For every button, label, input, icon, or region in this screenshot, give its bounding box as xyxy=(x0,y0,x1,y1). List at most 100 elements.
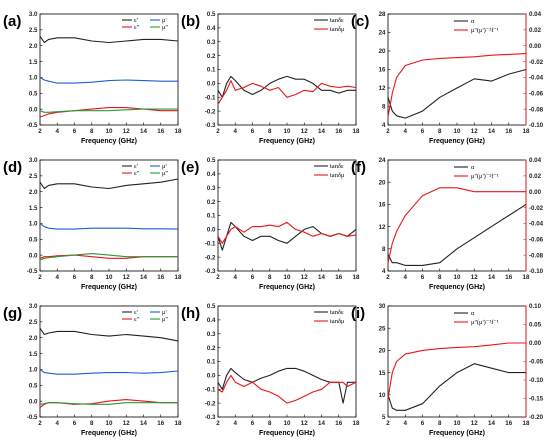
y2-tick-label: -0.05 xyxy=(529,359,544,366)
y2-tick-label: -0.06 xyxy=(529,236,544,243)
y-tick-label: -0.3 xyxy=(205,122,216,129)
x-tick-label: 16 xyxy=(157,274,164,281)
x-tick-label: 16 xyxy=(157,128,164,135)
plot-frame xyxy=(387,305,527,418)
x-tick-label: 10 xyxy=(106,274,113,281)
y-tick-label: 0.0 xyxy=(207,227,216,234)
y-tick-label: -0.1 xyxy=(205,240,216,247)
panel-letter: (h) xyxy=(181,305,200,322)
y-tick-label: 0.0 xyxy=(29,106,38,113)
panel-b: (b) 2 4 6 8 10 12 14 16 18 Frequency (GHz) -0.3 -0.2… xyxy=(181,11,360,145)
y-tick-label: 0.3 xyxy=(207,331,216,338)
x-tick-label: 10 xyxy=(454,128,461,135)
y-tick-label: 1.5 xyxy=(29,351,38,358)
y-tick-label: 28 xyxy=(379,11,386,18)
legend-label: tanδε xyxy=(330,163,344,170)
y-tick-label: 0.5 xyxy=(207,11,216,18)
y2-tick-label: -0.10 xyxy=(529,122,544,129)
x-tick-label: 12 xyxy=(471,274,478,281)
x-tick-label: 2 xyxy=(386,420,390,427)
panel-letter: (g) xyxy=(3,305,22,322)
y2-tick-label: -0.02 xyxy=(529,59,544,66)
x-tick-label: 2 xyxy=(38,420,42,427)
y-tick-label: 0.0 xyxy=(207,373,216,380)
legend-label: tanδε xyxy=(330,17,344,24)
y-tick-label: 0.1 xyxy=(207,213,216,220)
x-tick-label: 6 xyxy=(251,420,255,427)
y-tick-label: 0.3 xyxy=(207,39,216,46)
x-tick-label: 16 xyxy=(335,420,342,427)
y2-tick-label: -0.10 xyxy=(529,377,544,384)
x-tick-label: 14 xyxy=(318,274,325,281)
panel-letter: (b) xyxy=(181,13,200,30)
y-tick-label: 2.5 xyxy=(29,27,38,34)
x-tick-label: 6 xyxy=(421,128,425,135)
panel-e: (e) 2 4 6 8 10 12 14 16 18 Frequency (GHz) -0.3 -0.2… xyxy=(181,157,360,291)
y2-tick-label: -0.10 xyxy=(529,268,544,275)
series-line-b-1 xyxy=(217,80,357,105)
plot-frame xyxy=(39,13,179,126)
x-axis-label: Frequency (GHz) xyxy=(259,284,315,291)
series-line-g-0 xyxy=(39,327,179,342)
x-tick-label: 4 xyxy=(234,420,238,427)
legend-label: ε' xyxy=(134,309,138,316)
y-tick-label: 2.5 xyxy=(29,173,38,180)
x-tick-label: 8 xyxy=(268,420,272,427)
y-tick-label: -0.5 xyxy=(27,414,38,421)
x-tick-label: 18 xyxy=(353,420,360,427)
y-tick-label: 1.0 xyxy=(29,75,38,82)
y-tick-label: 16 xyxy=(379,202,386,209)
x-tick-label: 12 xyxy=(301,274,308,281)
y-tick-label: 0.4 xyxy=(207,317,216,324)
legend-label: tanδμ xyxy=(330,26,345,33)
y-tick-label: 2.5 xyxy=(29,319,38,326)
panel-letter: (f) xyxy=(351,159,366,176)
x-tick-label: 10 xyxy=(106,420,113,427)
x-tick-label: 6 xyxy=(251,128,255,135)
legend-label: ε'' xyxy=(134,170,139,177)
panel-letter: (d) xyxy=(3,159,22,176)
y2-tick-label: -0.06 xyxy=(529,90,544,97)
series-line-h-1 xyxy=(217,374,357,404)
series-line-h-0 xyxy=(217,367,356,404)
x-tick-label: 4 xyxy=(234,274,238,281)
x-axis-label: Frequency (GHz) xyxy=(81,284,137,291)
x-tick-label: 4 xyxy=(404,274,408,281)
y2-tick-label: 0.00 xyxy=(529,189,542,196)
x-tick-label: 16 xyxy=(335,274,342,281)
y-tick-label: -0.1 xyxy=(205,386,216,393)
series-line-g-1 xyxy=(39,368,179,375)
x-tick-label: 4 xyxy=(404,128,408,135)
y2-tick-label: 0.02 xyxy=(529,173,542,180)
x-tick-label: 6 xyxy=(421,274,425,281)
y-tick-label: 5 xyxy=(382,414,386,421)
x-tick-label: 18 xyxy=(353,274,360,281)
series-line-f-0 xyxy=(387,203,527,266)
y-tick-label: 0.4 xyxy=(207,25,216,32)
x-tick-label: 14 xyxy=(488,128,495,135)
series-line-a-1 xyxy=(39,76,178,84)
y2-tick-label: -0.02 xyxy=(529,205,544,212)
y-tick-label: 0.2 xyxy=(207,199,216,206)
y-tick-label: 30 xyxy=(379,303,386,310)
legend-label: μ''(μ')⁻²f⁻¹ xyxy=(471,319,499,326)
y-tick-label: 0.5 xyxy=(29,90,38,97)
y-tick-label: 20 xyxy=(379,48,386,55)
x-tick-label: 10 xyxy=(454,420,461,427)
legend-label: tanδμ xyxy=(330,172,345,179)
y2-tick-label: 0.00 xyxy=(529,43,542,50)
y2-tick-label: -0.04 xyxy=(529,221,544,228)
y-tick-label: -0.3 xyxy=(205,268,216,275)
y2-tick-label: 0.04 xyxy=(529,157,542,164)
panel-a: (a) 2 4 6 8 10 12 14 16 18 Frequency (GHz) -0.5 0.0 0… xyxy=(3,11,182,145)
y-tick-label: 1.0 xyxy=(29,367,38,374)
x-tick-label: 12 xyxy=(123,420,130,427)
x-tick-label: 14 xyxy=(318,128,325,135)
legend-label: μ' xyxy=(162,163,167,170)
x-tick-label: 10 xyxy=(106,128,113,135)
series-line-c-1 xyxy=(387,53,527,118)
x-tick-label: 10 xyxy=(284,274,291,281)
x-tick-label: 18 xyxy=(523,420,530,427)
x-tick-label: 18 xyxy=(175,274,182,281)
